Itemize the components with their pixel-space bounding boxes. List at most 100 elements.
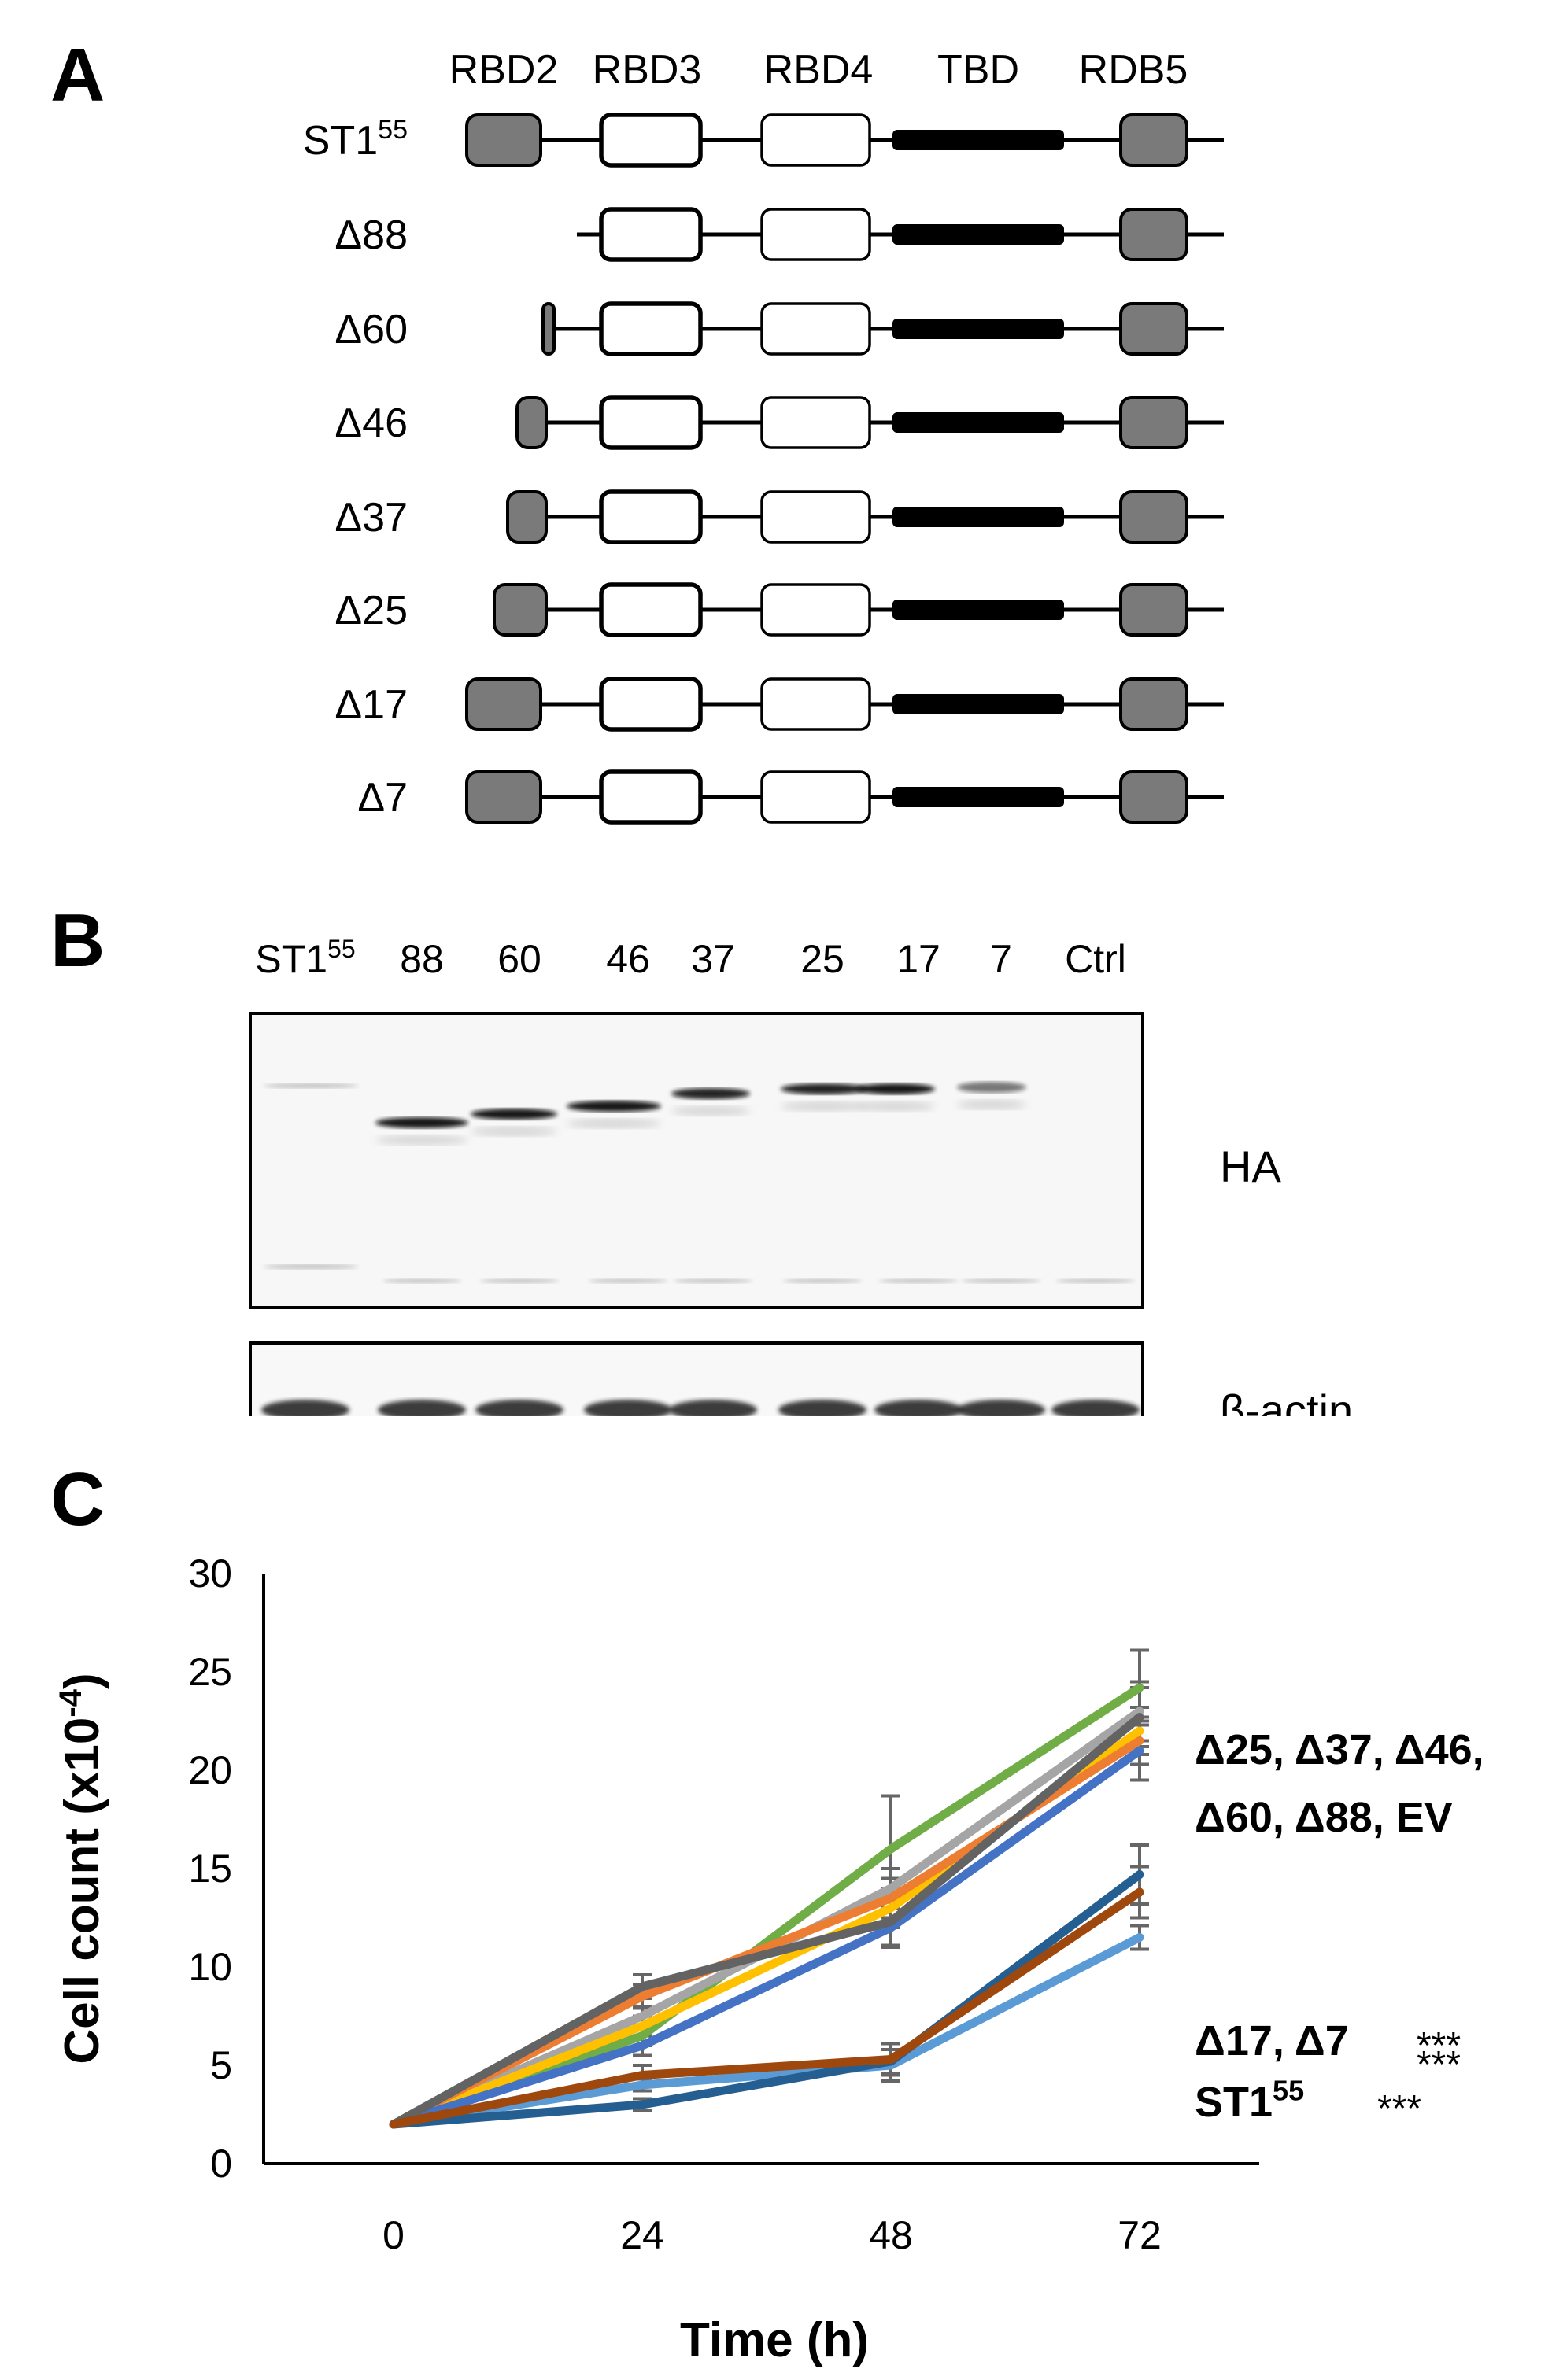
ha-band [471, 1109, 557, 1120]
y-tick-label: 10 [188, 1945, 232, 1989]
rbd2-domain [465, 113, 542, 167]
rbd4-domain [760, 113, 871, 167]
ha-band [264, 1083, 358, 1088]
ha-band [375, 1117, 468, 1128]
ha-band-background [382, 1279, 461, 1283]
ha-band-smear [671, 1106, 750, 1116]
annotation-group2: Δ17, Δ7 [1195, 2017, 1349, 2065]
lane-label: 25 [800, 937, 844, 981]
rdb5-domain [1119, 490, 1188, 544]
rbd2-domain [541, 302, 556, 356]
y-tick-label: 20 [188, 1748, 232, 1792]
ha-band-background [589, 1279, 667, 1283]
ha-band-smear [567, 1119, 661, 1128]
rbd3-domain [599, 301, 703, 356]
ha-band-background [962, 1279, 1040, 1283]
lane-label: 17 [896, 937, 940, 981]
x-tick-label: 0 [382, 2213, 405, 2257]
ha-band [264, 1264, 358, 1269]
construct-label: Δ17 [334, 682, 408, 728]
construct-label: Δ88 [334, 212, 408, 258]
y-tick-label: 15 [188, 1847, 232, 1891]
rdb5-domain [1119, 208, 1188, 261]
rbd3-domain [599, 582, 703, 637]
ha-blot-box [249, 1012, 1144, 1309]
tbd-domain [892, 507, 1064, 527]
y-tick-label: 30 [188, 1552, 232, 1596]
actin-band [1051, 1400, 1140, 1416]
construct-label: Δ46 [334, 400, 408, 446]
annotation-group3: ST155 [1195, 2074, 1304, 2126]
y-axis-title: Cell count (x10-4) [54, 1673, 109, 2064]
series-line-6 [389, 1933, 1144, 2129]
ha-band-background [783, 1279, 862, 1283]
x-axis-title: Time (h) [680, 2313, 869, 2367]
annotation-group1-line1: Δ25, Δ37, Δ46, [1195, 1726, 1484, 1773]
lane-label: 7 [990, 937, 1012, 981]
rbd2-domain [515, 396, 548, 449]
panel-b-letter: B [50, 898, 105, 983]
rbd3-domain [599, 769, 703, 825]
domain-header-rbd4: RBD4 [764, 47, 874, 93]
series-line-8 [389, 1887, 1144, 2129]
lane-label: ST155 [255, 935, 355, 981]
rdb5-domain [1119, 113, 1188, 167]
rbd3-domain [599, 207, 703, 262]
actin-band [669, 1400, 757, 1416]
actin-band [261, 1400, 349, 1416]
domain-header-rbd2: RBD2 [449, 47, 559, 93]
ha-band [856, 1083, 935, 1094]
series-line-0 [389, 1683, 1144, 2129]
panel-a-letter: A [50, 33, 105, 117]
ha-band [567, 1101, 661, 1112]
ha-band-smear [781, 1101, 867, 1111]
ha-band [781, 1083, 867, 1094]
rdb5-domain [1119, 583, 1188, 637]
rbd3-domain [599, 395, 703, 450]
x-tick-label: 48 [869, 2213, 913, 2257]
ha-band-smear [471, 1127, 557, 1136]
actin-band [778, 1400, 866, 1416]
rbd4-domain [760, 677, 871, 731]
rbd3-domain [599, 489, 703, 544]
rbd3-domain [599, 113, 703, 168]
rbd3-domain [599, 677, 703, 732]
y-tick-label: 5 [210, 2043, 232, 2087]
lane-label: 46 [606, 937, 650, 981]
western-blot: ST155 88 60 46 37 25 17 7 Ctrl HA β-actin [249, 935, 1353, 1416]
lane-label: Ctrl [1065, 937, 1126, 981]
lane-label: 37 [691, 937, 735, 981]
actin-label: β-actin [1220, 1386, 1353, 1416]
x-tick-label: 72 [1118, 2213, 1162, 2257]
series-line-5 [389, 1713, 1144, 2129]
rbd2-domain [465, 770, 542, 824]
actin-band [584, 1400, 672, 1416]
annotation-group1-line2: Δ60, Δ88, EV [1195, 1794, 1453, 1841]
rbd2-domain [465, 677, 542, 731]
ha-band-smear [957, 1100, 1026, 1109]
lane-label: 60 [497, 937, 541, 981]
tbd-domain [892, 224, 1064, 245]
actin-band [957, 1400, 1045, 1416]
rbd2-domain [506, 490, 548, 544]
lane-label: 88 [400, 937, 444, 981]
construct-label: Δ7 [357, 775, 408, 821]
y-tick-label: 0 [210, 2142, 232, 2186]
tbd-domain [892, 319, 1064, 339]
construct-row: ST155 [303, 113, 1224, 168]
construct-label: Δ25 [334, 588, 408, 633]
significance-stars: *** [1417, 2044, 1461, 2086]
significance-stars: *** [1377, 2088, 1421, 2130]
construct-row: Δ88 [334, 207, 1224, 262]
ha-band-background [1056, 1279, 1135, 1283]
rdb5-domain [1119, 396, 1188, 449]
rbd4-domain [760, 396, 871, 449]
domain-header-rdb5: RDB5 [1079, 47, 1188, 93]
rbd4-domain [760, 583, 871, 637]
x-tick-label: 24 [620, 2213, 664, 2257]
construct-row: Δ37 [334, 489, 1224, 544]
rbd2-domain [493, 583, 548, 637]
rbd4-domain [760, 770, 871, 824]
y-tick-label: 25 [188, 1650, 232, 1694]
growth-curve-chart: 0 5 10 15 20 25 30 0 24 48 72 Time (h) Cell count (x… [54, 1552, 1484, 2367]
